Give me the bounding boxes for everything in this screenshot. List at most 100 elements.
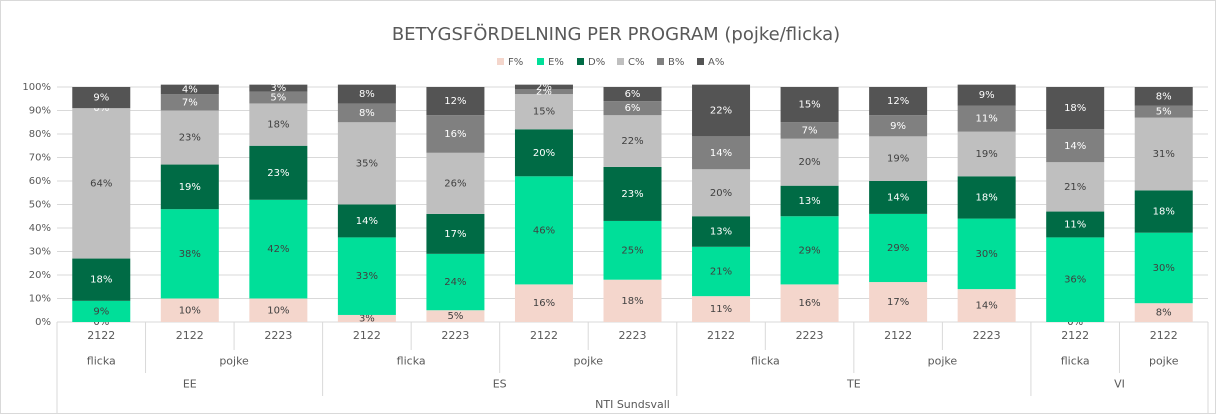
- bar-segment: [249, 145, 308, 200]
- chart-title: BETYGSFÖRDELNING PER PROGRAM (pojke/flic…: [392, 23, 840, 45]
- bar-segment: [869, 282, 928, 322]
- legend-swatch: [657, 58, 664, 65]
- bar-segment: [957, 105, 1016, 132]
- bar-segment: [692, 296, 751, 322]
- x-category-label: 2223: [619, 329, 647, 342]
- data-label: 5%: [447, 311, 463, 322]
- data-label: 5%: [270, 93, 286, 104]
- bar-segment: [692, 136, 751, 170]
- y-tick-label: 70%: [29, 153, 51, 164]
- legend-swatch: [697, 58, 704, 65]
- bar-segment: [1134, 117, 1193, 191]
- data-label: 8%: [359, 89, 375, 100]
- bar-segment: [1046, 211, 1105, 238]
- data-label: 14%: [1064, 141, 1086, 152]
- bar-segment: [514, 176, 573, 285]
- bar-segment: [249, 84, 308, 92]
- data-label: 12%: [887, 96, 909, 107]
- data-label: 6%: [625, 89, 641, 100]
- legend-label: A%: [708, 57, 724, 68]
- legend-swatch: [537, 58, 544, 65]
- data-label: 8%: [359, 108, 375, 119]
- data-label: 30%: [976, 249, 998, 260]
- data-label: 5%: [1156, 107, 1172, 118]
- data-label: 0%: [93, 103, 109, 114]
- data-label: 9%: [979, 90, 995, 101]
- x-category-label: 2122: [707, 329, 735, 342]
- data-label: 19%: [179, 182, 201, 193]
- data-label: 14%: [976, 301, 998, 312]
- bar-segment: [692, 216, 751, 247]
- data-label: 17%: [444, 229, 466, 240]
- bar-segment: [957, 131, 1016, 177]
- data-label: 15%: [798, 100, 820, 111]
- data-label: 18%: [1064, 103, 1086, 114]
- data-label: 16%: [533, 298, 555, 309]
- bar-segment: [869, 213, 928, 283]
- bar-segment: [160, 164, 219, 210]
- bar-segment: [1134, 105, 1193, 118]
- bar-segment: [426, 152, 485, 214]
- data-label: 2%: [536, 82, 552, 93]
- legend-label: F%: [508, 57, 523, 68]
- bar-segment: [72, 258, 131, 301]
- legend-swatch: [617, 58, 624, 65]
- data-label: 8%: [1156, 91, 1172, 102]
- x-category-label: 2122: [353, 329, 381, 342]
- y-tick-label: 60%: [29, 176, 51, 187]
- data-label: 23%: [179, 133, 201, 144]
- data-label: 30%: [1153, 263, 1175, 274]
- bar-segment: [603, 279, 662, 322]
- x-category-label: 2122: [87, 329, 115, 342]
- bar-segment: [780, 284, 839, 322]
- data-label: 22%: [621, 136, 643, 147]
- bar-segment: [249, 298, 308, 322]
- data-label: 19%: [976, 149, 998, 160]
- y-tick-label: 80%: [29, 129, 51, 140]
- bar-segment: [72, 108, 131, 259]
- data-label: 9%: [93, 93, 109, 104]
- data-label: 24%: [444, 277, 466, 288]
- bar-segment: [337, 103, 396, 123]
- data-label: 46%: [533, 225, 555, 236]
- data-label: 38%: [179, 249, 201, 260]
- bar-segment: [780, 185, 839, 217]
- bar-segment: [780, 122, 839, 139]
- data-label: 14%: [356, 216, 378, 227]
- bar-segment: [426, 253, 485, 311]
- x-category-label: 2122: [530, 329, 558, 342]
- data-label: 13%: [710, 227, 732, 238]
- bar-segment: [869, 181, 928, 214]
- bar-segment: [603, 87, 662, 102]
- bar-segment: [869, 115, 928, 137]
- data-label: 23%: [267, 168, 289, 179]
- bar-segment: [1134, 232, 1193, 304]
- bar-segment: [1046, 129, 1105, 163]
- y-tick-label: 20%: [29, 270, 51, 281]
- bar-segment: [1046, 237, 1105, 322]
- bar-segment: [869, 87, 928, 116]
- data-label: 9%: [890, 121, 906, 132]
- data-label: 18%: [621, 296, 643, 307]
- bar-segment: [603, 101, 662, 116]
- x-category-label: 2223: [264, 329, 292, 342]
- data-label: 31%: [1153, 149, 1175, 160]
- bar-segment: [72, 87, 131, 109]
- bar-segment: [337, 314, 396, 322]
- x-category-label: pojke: [1149, 355, 1179, 368]
- bar-segment: [160, 84, 219, 95]
- legend-swatch: [497, 58, 504, 65]
- data-label: 19%: [887, 154, 909, 165]
- data-label: 22%: [710, 106, 732, 117]
- data-label: 9%: [93, 306, 109, 317]
- data-label: 10%: [179, 305, 201, 316]
- bar-segment: [514, 284, 573, 322]
- data-label: 36%: [1064, 275, 1086, 286]
- y-tick-label: 50%: [29, 200, 51, 211]
- x-category-label: 2223: [441, 329, 469, 342]
- x-category-label: EE: [183, 378, 197, 391]
- bar-segment: [426, 310, 485, 322]
- data-label: 20%: [710, 188, 732, 199]
- bar-segment: [426, 213, 485, 254]
